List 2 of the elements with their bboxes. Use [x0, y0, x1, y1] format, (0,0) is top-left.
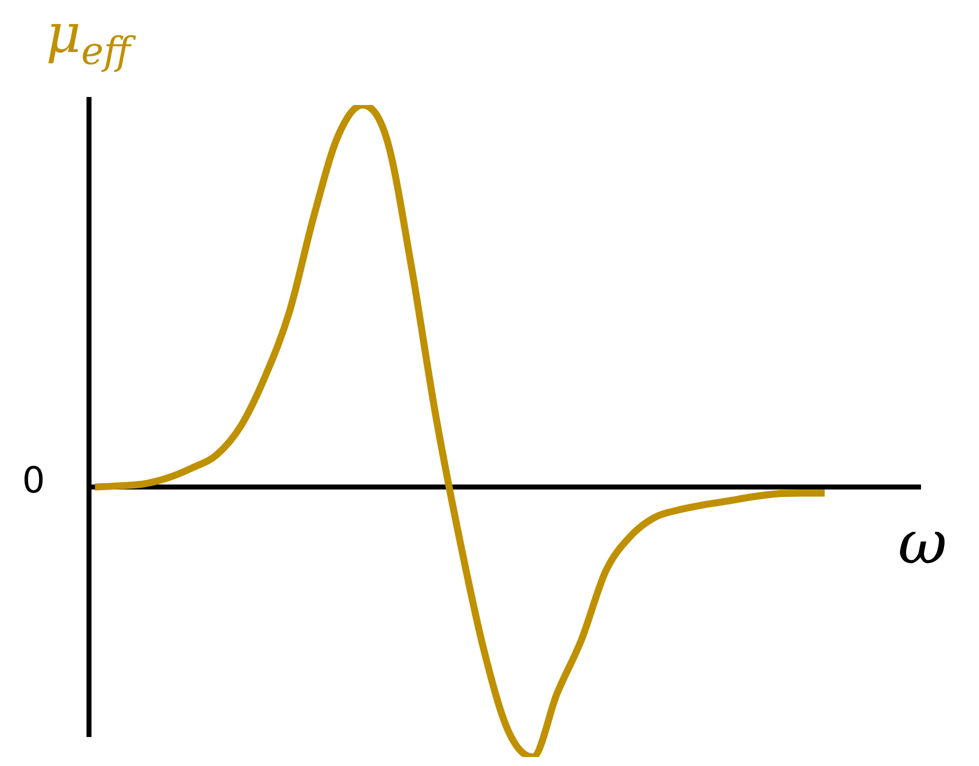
text: 0 — [22, 460, 45, 502]
x-axis-title: ω — [898, 508, 947, 578]
